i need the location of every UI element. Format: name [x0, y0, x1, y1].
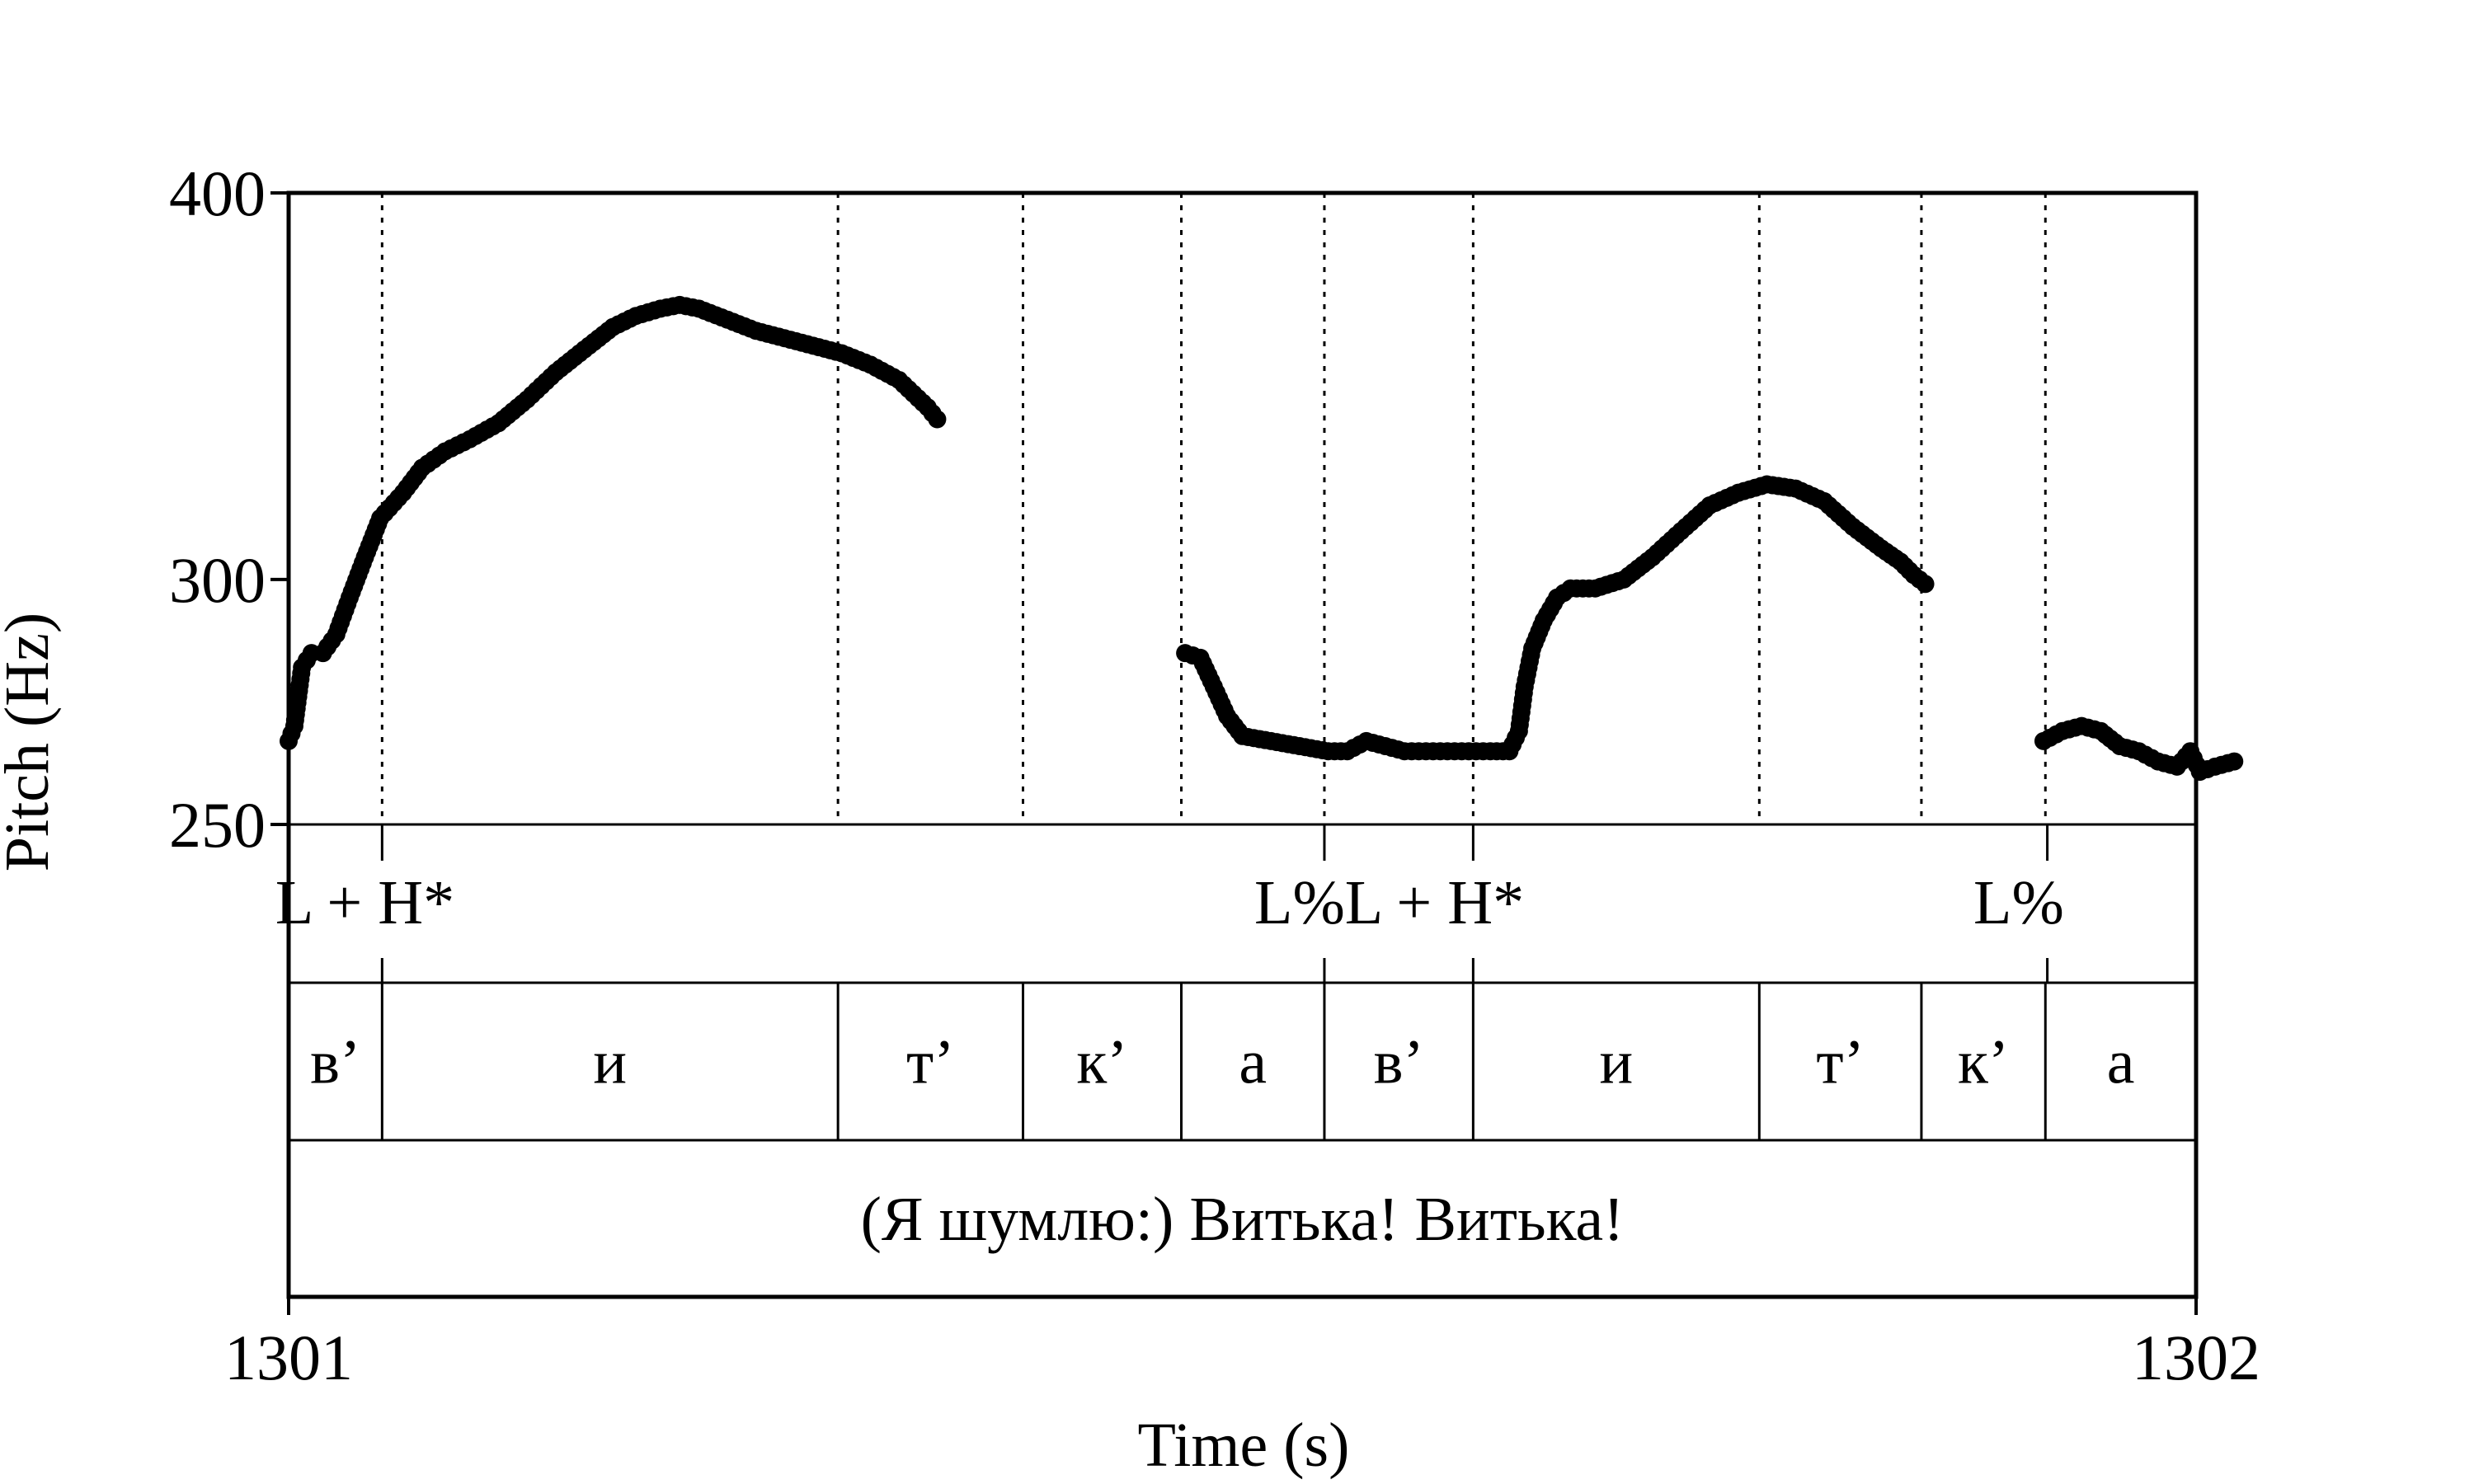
- y-tick-label: 250: [169, 789, 266, 861]
- segment-label: а: [1239, 1028, 1267, 1097]
- segment-label: т’: [1816, 1028, 1865, 1097]
- y-tick-label: 300: [169, 544, 266, 616]
- pitch-series: [1176, 475, 1935, 761]
- annotation-tiers: L + H* L%L + H* L% в’ и т’ к’ а в’ и т’ к’ а (Я шумлю…: [275, 823, 2196, 1254]
- segment-label: к’: [1076, 1028, 1127, 1097]
- segment-label: т’: [906, 1028, 955, 1097]
- axes: 400 300 250 1301 1302: [169, 157, 2260, 1393]
- tone-label: L + H*: [275, 868, 454, 937]
- x-tick-label: 1301: [224, 1322, 353, 1393]
- segment-label: и: [593, 1028, 627, 1097]
- tone-label: L%: [1973, 868, 2064, 937]
- pitch-point: [1916, 575, 1935, 594]
- y-tick-label: 400: [169, 157, 266, 229]
- pitch-series: [2034, 716, 2244, 782]
- pitch-point: [928, 410, 947, 429]
- pitch-series: [280, 295, 947, 750]
- segment-label: в’: [310, 1028, 360, 1097]
- pitch-point: [2225, 752, 2244, 771]
- pitch-points: [280, 295, 2244, 782]
- segment-label: в’: [1374, 1028, 1424, 1097]
- y-axis-title: Pitch (Hz): [0, 613, 62, 871]
- boundary-gridlines: [380, 193, 2047, 824]
- x-axis-title: Time (s): [1138, 1411, 1350, 1480]
- segment-label: а: [2107, 1028, 2135, 1097]
- tone-label: L%L + H*: [1254, 868, 1524, 937]
- sentence-label: (Я шумлю:) Витька! Витька!: [861, 1185, 1625, 1254]
- segment-label: к’: [1958, 1028, 2009, 1097]
- x-tick-label: 1302: [2132, 1322, 2260, 1393]
- segment-label: и: [1600, 1028, 1634, 1097]
